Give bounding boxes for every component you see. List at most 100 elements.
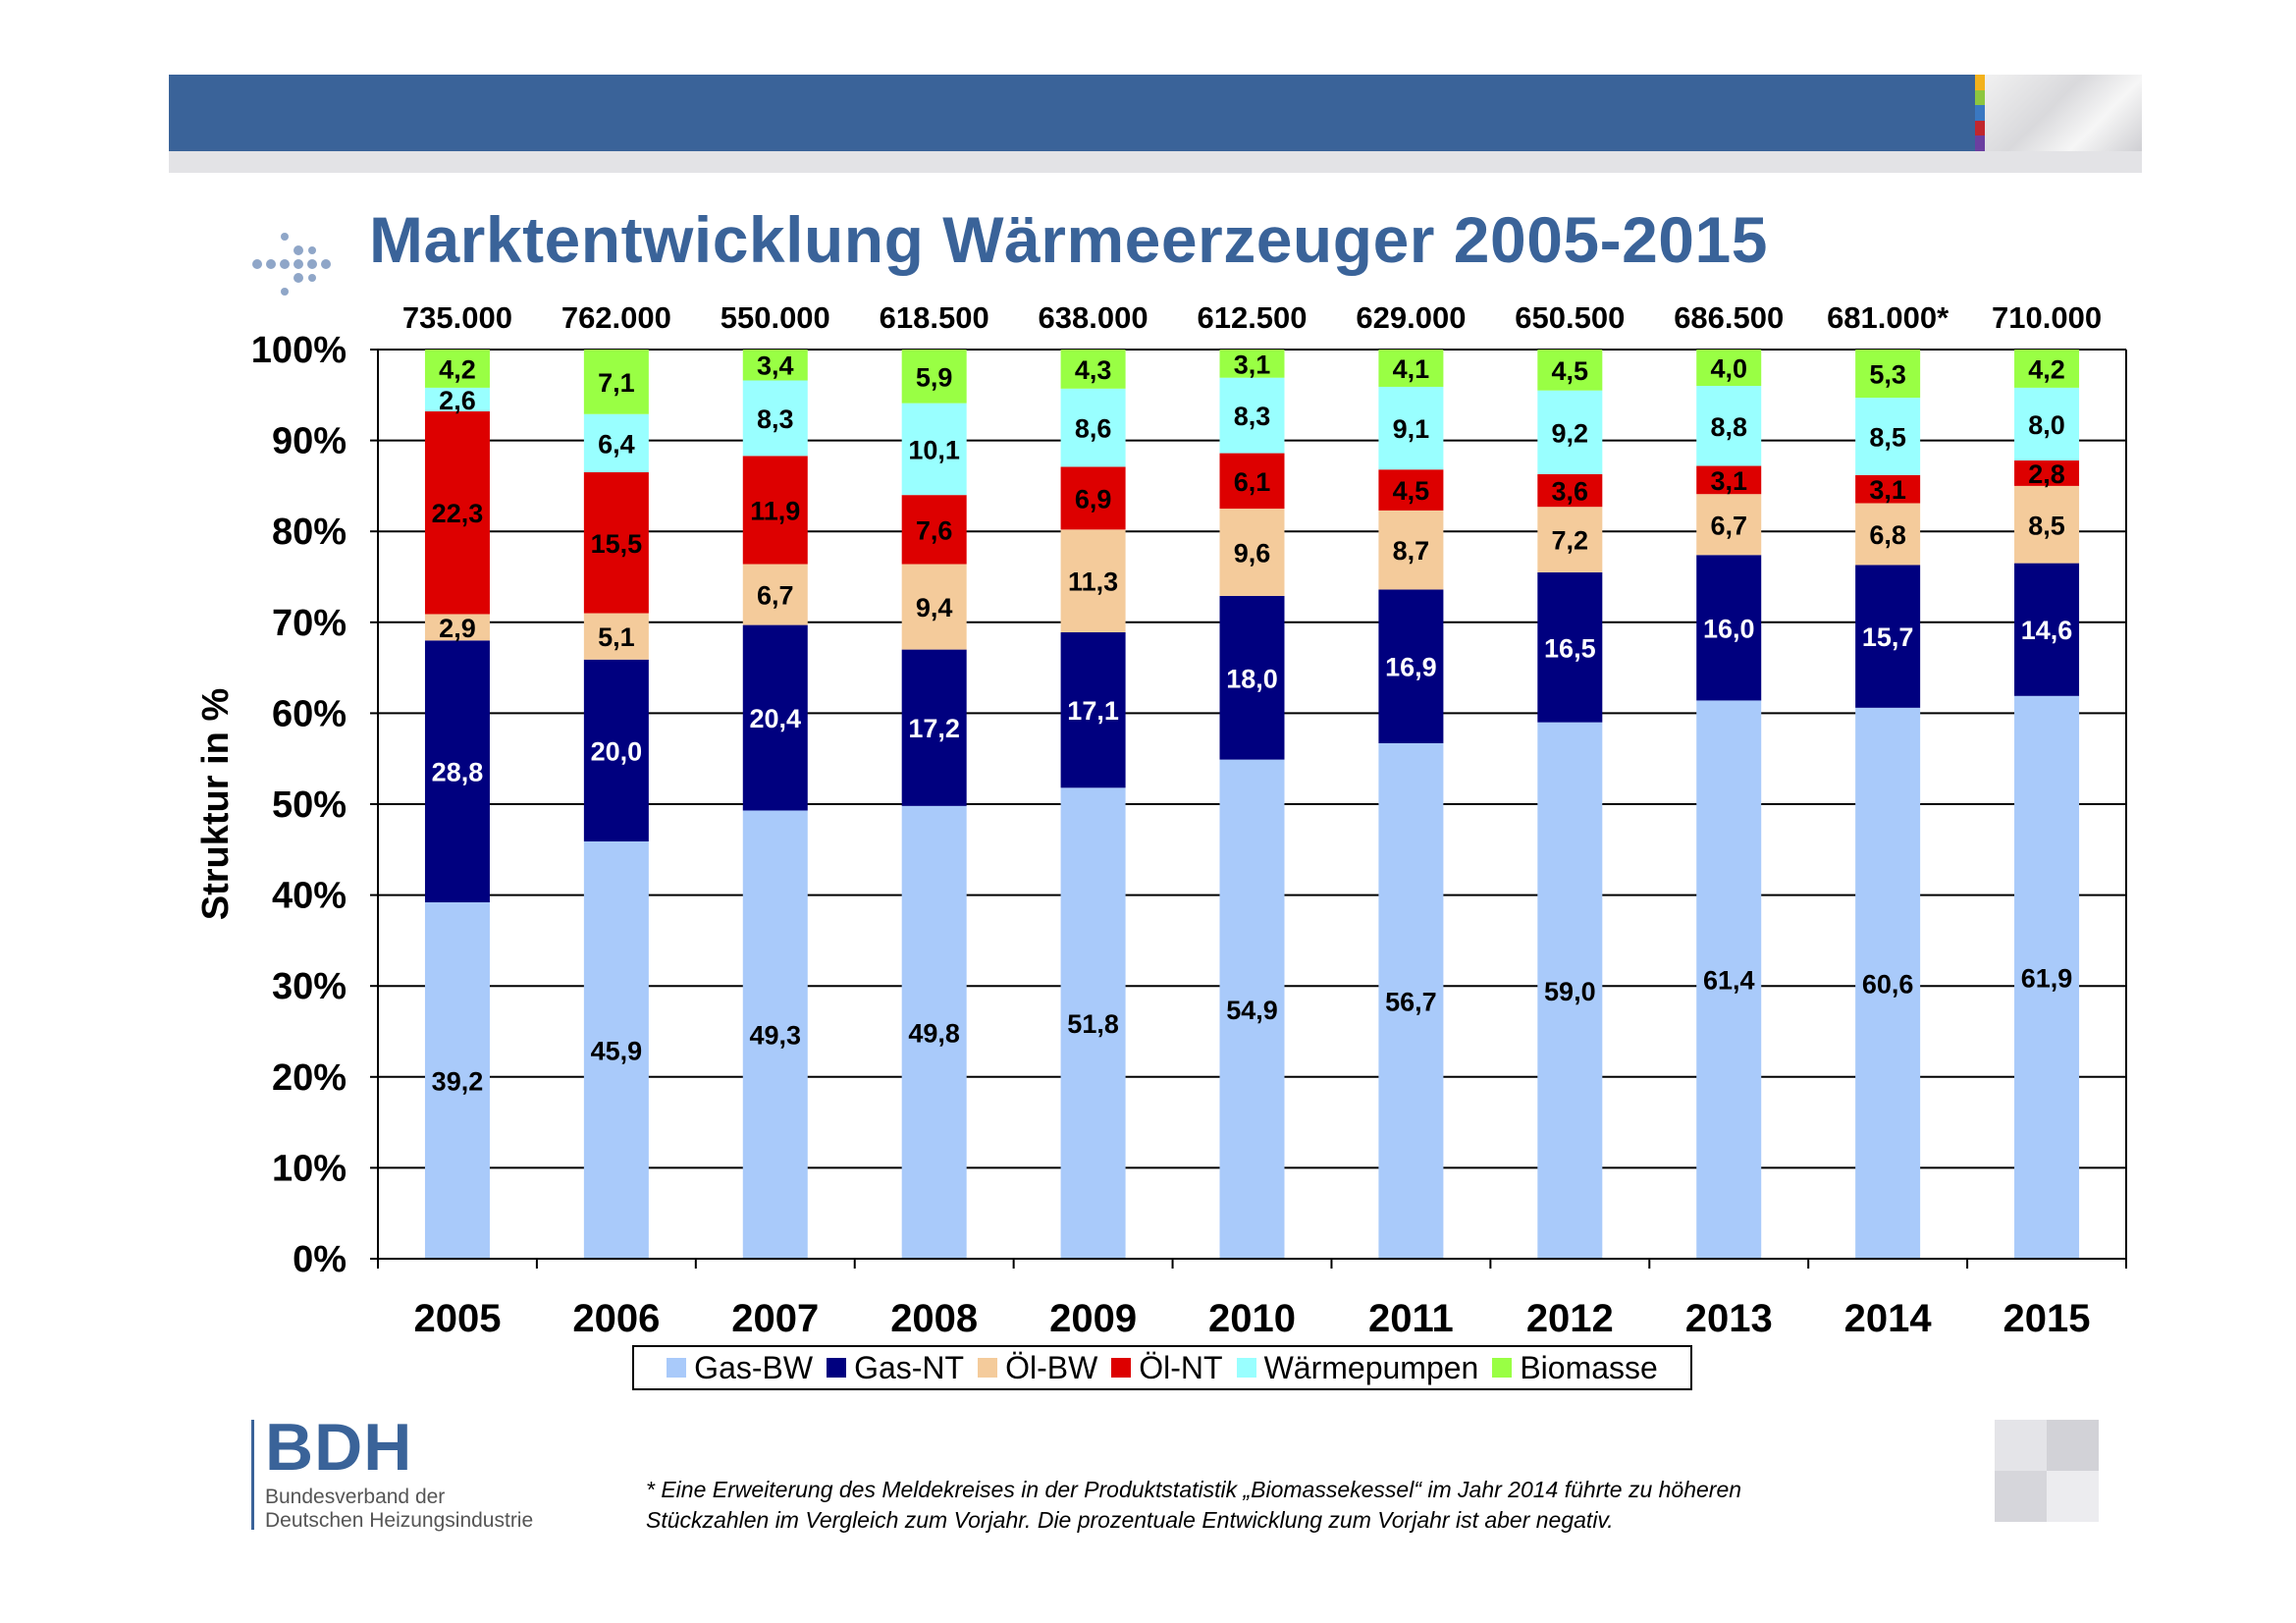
- bar-gas-bw-2013: [1696, 700, 1762, 1259]
- data-label--l-bw-2015: 8,5: [2028, 511, 2065, 540]
- data-label-gas-nt-2011: 16,9: [1385, 653, 1437, 682]
- data-label--l-nt-2006: 15,5: [591, 529, 643, 559]
- x-tick-label-2013: 2013: [1685, 1297, 1773, 1340]
- data-label--l-nt-2008: 7,6: [916, 515, 953, 545]
- data-label-gas-nt-2014: 15,7: [1862, 622, 1914, 652]
- data-label-gas-bw-2008: 49,8: [908, 1018, 960, 1048]
- data-label-gas-nt-2010: 18,0: [1226, 664, 1278, 693]
- bar-biomasse-2013: [1696, 350, 1762, 387]
- bar--l-nt-2008: [901, 495, 967, 565]
- legend-swatch: [978, 1358, 998, 1378]
- data-label--l-nt-2010: 6,1: [1234, 467, 1271, 497]
- data-label--l-nt-2015: 2,8: [2028, 460, 2065, 489]
- data-label--l-bw-2011: 8,7: [1393, 536, 1430, 566]
- data-label-w-rmepumpen-2014: 8,5: [1869, 422, 1906, 452]
- legend-label: Wärmepumpen: [1263, 1349, 1479, 1385]
- header-underline: [169, 151, 2142, 173]
- total-label-2015: 710.000: [1992, 300, 2102, 335]
- bar-gas-nt-2008: [901, 649, 967, 806]
- data-label-gas-nt-2007: 20,4: [749, 704, 801, 733]
- bar-biomasse-2012: [1537, 350, 1603, 391]
- bar-gas-nt-2012: [1537, 571, 1603, 723]
- bar-gas-bw-2014: [1855, 707, 1921, 1259]
- data-label-biomasse-2013: 4,0: [1710, 354, 1747, 384]
- bar-biomasse-2009: [1060, 350, 1126, 389]
- data-label-w-rmepumpen-2015: 8,0: [2028, 410, 2065, 440]
- y-tick-label: 60%: [272, 693, 347, 734]
- y-tick-label: 0%: [293, 1239, 347, 1280]
- data-label-gas-nt-2006: 20,0: [591, 736, 643, 766]
- bar-w-rmepumpen-2013: [1696, 386, 1762, 466]
- data-label-gas-bw-2013: 61,4: [1703, 966, 1755, 996]
- bar-gas-bw-2011: [1378, 742, 1444, 1259]
- bar--l-nt-2013: [1696, 465, 1762, 495]
- data-label-gas-bw-2011: 56,7: [1385, 987, 1437, 1016]
- bar-biomasse-2005: [424, 350, 490, 388]
- bar-biomasse-2006: [583, 350, 649, 414]
- bar-w-rmepumpen-2009: [1060, 388, 1126, 467]
- legend-entry-gas-nt: Gas-NT: [827, 1350, 964, 1386]
- data-label--l-nt-2012: 3,6: [1552, 477, 1589, 507]
- bar--l-nt-2014: [1855, 474, 1921, 504]
- data-label-biomasse-2008: 5,9: [916, 362, 953, 392]
- bar-gas-bw-2009: [1060, 787, 1126, 1259]
- bar-w-rmepumpen-2006: [583, 413, 649, 473]
- bar-gas-nt-2015: [2014, 563, 2080, 696]
- chart-legend: Gas-BW Gas-NT Öl-BW Öl-NT Wärmepumpen Biomass…: [632, 1345, 1692, 1390]
- data-label-gas-nt-2005: 28,8: [432, 758, 484, 787]
- bar--l-nt-2007: [742, 456, 808, 565]
- x-tick-label-2015: 2015: [2003, 1297, 2091, 1340]
- x-tick-label-2005: 2005: [413, 1297, 501, 1340]
- data-label-biomasse-2014: 5,3: [1869, 360, 1906, 390]
- bar-w-rmepumpen-2005: [424, 387, 490, 411]
- legend-label: Biomasse: [1520, 1349, 1658, 1385]
- bar-gas-bw-2012: [1537, 722, 1603, 1259]
- bar-gas-bw-2006: [583, 840, 649, 1259]
- data-label-gas-bw-2010: 54,9: [1226, 996, 1278, 1025]
- bar--l-nt-2012: [1537, 473, 1603, 508]
- bar--l-bw-2009: [1060, 529, 1126, 632]
- legend-label: Öl-BW: [1005, 1349, 1098, 1385]
- data-label-w-rmepumpen-2010: 8,3: [1234, 402, 1271, 431]
- data-label--l-bw-2014: 6,8: [1869, 520, 1906, 550]
- data-label--l-nt-2009: 6,9: [1075, 484, 1112, 514]
- bar-biomasse-2015: [2014, 350, 2080, 388]
- y-tick-label: 80%: [272, 512, 347, 553]
- data-label-gas-bw-2007: 49,3: [749, 1021, 801, 1051]
- header-color-strip: [1975, 75, 1985, 151]
- total-label-2006: 762.000: [561, 300, 671, 335]
- bar--l-bw-2015: [2014, 485, 2080, 564]
- bar--l-nt-2005: [424, 410, 490, 615]
- x-tick-label-2011: 2011: [1368, 1297, 1454, 1340]
- total-label-2011: 629.000: [1356, 300, 1466, 335]
- bar--l-bw-2013: [1696, 494, 1762, 556]
- bar--l-bw-2012: [1537, 507, 1603, 572]
- bar--l-nt-2009: [1060, 466, 1126, 530]
- data-label-w-rmepumpen-2013: 8,8: [1710, 412, 1747, 442]
- bar-w-rmepumpen-2007: [742, 380, 808, 457]
- footnote-line-1: * Eine Erweiterung des Meldekreises in d…: [646, 1477, 1742, 1502]
- footnote: * Eine Erweiterung des Meldekreises in d…: [646, 1475, 1922, 1536]
- data-label-gas-nt-2008: 17,2: [908, 714, 960, 743]
- data-label-w-rmepumpen-2005: 2,6: [439, 386, 476, 415]
- data-label--l-nt-2007: 11,9: [750, 496, 800, 525]
- page-title: Marktentwicklung Wärmeerzeuger 2005-2015: [369, 203, 1768, 276]
- header-band: [169, 75, 2142, 151]
- x-tick-label-2006: 2006: [572, 1297, 660, 1340]
- bar-w-rmepumpen-2008: [901, 403, 967, 496]
- y-tick-label: 100%: [251, 330, 347, 371]
- data-label-w-rmepumpen-2009: 8,6: [1075, 414, 1112, 444]
- bar-gas-bw-2010: [1219, 759, 1285, 1259]
- bar-biomasse-2011: [1378, 350, 1444, 387]
- bar-w-rmepumpen-2014: [1855, 398, 1921, 475]
- data-label-gas-bw-2006: 45,9: [591, 1036, 643, 1065]
- data-label-w-rmepumpen-2006: 6,4: [598, 429, 635, 459]
- bar--l-bw-2005: [424, 614, 490, 641]
- data-label--l-nt-2005: 22,3: [432, 499, 484, 528]
- bar-gas-bw-2008: [901, 805, 967, 1259]
- bar-gas-nt-2013: [1696, 555, 1762, 701]
- bar-biomasse-2010: [1219, 350, 1285, 378]
- bar-gas-nt-2009: [1060, 631, 1126, 788]
- y-tick-label: 90%: [272, 421, 347, 462]
- bar--l-bw-2014: [1855, 503, 1921, 566]
